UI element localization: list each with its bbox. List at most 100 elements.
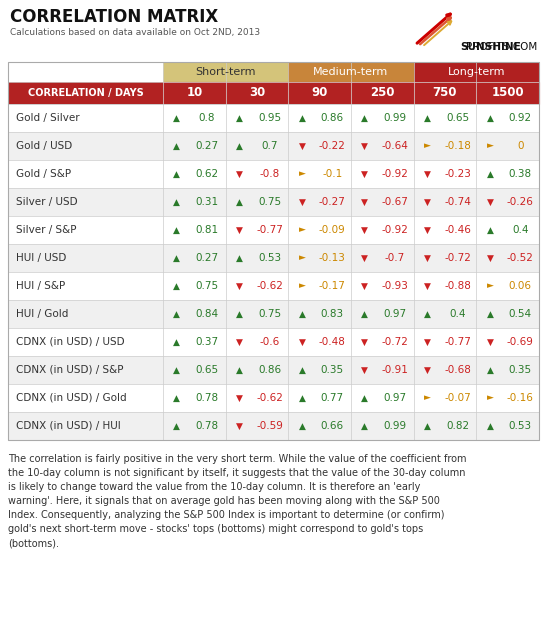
Text: 1500: 1500 [491, 87, 524, 100]
Bar [288, 62, 414, 82]
Bar [351, 104, 414, 132]
Text: HUI / Gold: HUI / Gold [16, 309, 68, 319]
Text: ▼: ▼ [424, 198, 431, 207]
Text: ▼: ▼ [299, 142, 306, 151]
Bar [288, 356, 351, 384]
Bar [476, 132, 539, 160]
Bar [8, 328, 163, 356]
Bar [351, 160, 414, 188]
Bar [351, 300, 414, 328]
Text: 0.27: 0.27 [195, 253, 218, 263]
Text: 30: 30 [249, 87, 265, 100]
Text: ►: ► [487, 142, 493, 151]
Bar [476, 384, 539, 412]
Bar [476, 356, 539, 384]
Text: ▲: ▲ [299, 394, 306, 403]
Bar [476, 104, 539, 132]
Text: ▼: ▼ [236, 170, 243, 179]
Bar [288, 132, 351, 160]
Text: -0.09: -0.09 [319, 225, 346, 235]
Bar [351, 272, 414, 300]
Text: 0.65: 0.65 [446, 113, 469, 123]
Bar [8, 188, 163, 216]
Text: -0.27: -0.27 [319, 197, 346, 207]
Text: -0.93: -0.93 [381, 281, 408, 291]
Text: ►: ► [299, 281, 306, 290]
Text: The correlation is fairly positive in the very short term. While the value of th: The correlation is fairly positive in th… [8, 454, 467, 548]
Bar [163, 412, 226, 440]
Bar [288, 384, 351, 412]
Bar [414, 272, 476, 300]
Text: Calculations based on data available on Oct 2ND, 2013: Calculations based on data available on … [10, 28, 260, 37]
Text: 0.4: 0.4 [449, 309, 466, 319]
Text: 0.75: 0.75 [258, 197, 281, 207]
Text: 0.92: 0.92 [509, 113, 532, 123]
Text: ▲: ▲ [173, 253, 180, 262]
Text: CORRELATION MATRIX: CORRELATION MATRIX [10, 8, 218, 26]
Text: 0.86: 0.86 [258, 365, 281, 375]
Text: 0.27: 0.27 [195, 141, 218, 151]
Text: ▲: ▲ [299, 366, 306, 375]
Bar [8, 216, 163, 244]
Text: 0.54: 0.54 [509, 309, 532, 319]
Text: Gold / Silver: Gold / Silver [16, 113, 80, 123]
Text: -0.74: -0.74 [444, 197, 471, 207]
Text: -0.72: -0.72 [381, 337, 408, 347]
Bar [414, 188, 476, 216]
Bar [163, 328, 226, 356]
Text: 0.95: 0.95 [258, 113, 281, 123]
Text: ▲: ▲ [173, 114, 180, 122]
Bar [288, 272, 351, 300]
Text: 0.35: 0.35 [509, 365, 532, 375]
Text: ▲: ▲ [424, 422, 431, 431]
Text: ▲: ▲ [236, 309, 243, 318]
Text: ▼: ▼ [362, 170, 368, 179]
Bar [8, 132, 163, 160]
Text: 0.97: 0.97 [383, 309, 406, 319]
Text: -0.59: -0.59 [256, 421, 283, 431]
Text: -0.22: -0.22 [319, 141, 346, 151]
Text: -0.07: -0.07 [444, 393, 471, 403]
Text: ▲: ▲ [487, 114, 493, 122]
Text: 250: 250 [370, 87, 394, 100]
Bar [8, 82, 163, 104]
Text: Long-term: Long-term [447, 67, 505, 77]
Bar [476, 328, 539, 356]
Bar [351, 244, 414, 272]
Bar [414, 132, 476, 160]
Text: ▲: ▲ [487, 422, 493, 431]
Text: ▼: ▼ [362, 198, 368, 207]
Bar [8, 104, 163, 132]
Text: ▲: ▲ [236, 253, 243, 262]
Text: -0.6: -0.6 [259, 337, 280, 347]
Bar [351, 188, 414, 216]
Bar [8, 244, 163, 272]
Text: ▼: ▼ [424, 253, 431, 262]
Text: ▲: ▲ [173, 394, 180, 403]
Text: ▲: ▲ [173, 198, 180, 207]
Text: 0.8: 0.8 [199, 113, 215, 123]
Bar [414, 300, 476, 328]
Bar [226, 300, 288, 328]
Bar [226, 104, 288, 132]
Text: ▲: ▲ [362, 309, 368, 318]
Text: ▲: ▲ [424, 309, 431, 318]
Text: -0.92: -0.92 [381, 225, 408, 235]
Bar [351, 216, 414, 244]
Text: ►: ► [424, 142, 431, 151]
Bar [163, 188, 226, 216]
Bar [226, 328, 288, 356]
Text: SUNSHINE: SUNSHINE [460, 42, 521, 52]
Text: ▼: ▼ [487, 338, 493, 346]
Text: -0.62: -0.62 [256, 281, 283, 291]
Bar [8, 412, 163, 440]
Bar [163, 300, 226, 328]
Bar [414, 160, 476, 188]
Text: 0.38: 0.38 [509, 169, 532, 179]
Text: 0: 0 [517, 141, 523, 151]
Text: ▲: ▲ [362, 114, 368, 122]
Text: ▲: ▲ [299, 422, 306, 431]
Bar [8, 300, 163, 328]
Text: -0.46: -0.46 [444, 225, 471, 235]
Bar [163, 244, 226, 272]
